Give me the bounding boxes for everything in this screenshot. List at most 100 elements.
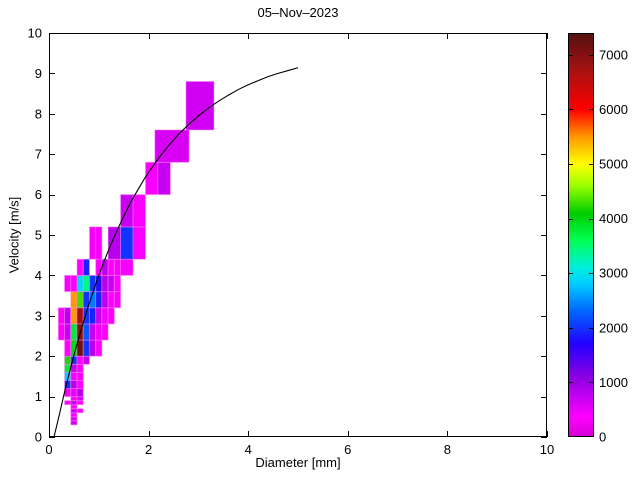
heatmap-cell [70, 420, 78, 426]
heatmap-cell [120, 226, 134, 260]
heatmap-cell [154, 129, 190, 163]
heatmap-cell [64, 307, 72, 325]
colorbar-tick-label: 3000 [599, 266, 628, 281]
colorbar-tick-label: 1000 [599, 375, 628, 390]
colorbar-tick-label: 7000 [599, 47, 628, 62]
heatmap-cell [113, 274, 122, 293]
heatmap-cell [70, 388, 78, 398]
y-axis-label: Velocity [m/s] [6, 196, 22, 274]
heatmap-cell [70, 379, 78, 390]
heatmap-cell [76, 371, 84, 381]
heatmap-cell [88, 323, 97, 341]
heatmap-cell [76, 400, 84, 406]
heatmap-cell [70, 291, 78, 309]
colorbar-tick-label: 6000 [599, 102, 628, 117]
heatmap-cell [157, 161, 171, 196]
heatmap-cell [95, 226, 103, 260]
heatmap-cell [70, 371, 78, 381]
heatmap-cell [107, 307, 115, 325]
heatmap-cell [88, 226, 97, 260]
heatmap-cell [107, 274, 115, 293]
heatmap-cell [95, 339, 103, 357]
heatmap-cell [76, 379, 84, 390]
heatmap-cell [57, 323, 66, 341]
x-axis-label: Diameter [mm] [255, 455, 341, 470]
y-tick-label: 2 [35, 349, 42, 364]
heatmap-cell [95, 323, 103, 341]
colorbar: 0 1000 2000 3000 4000 5000 6000 7000 [568, 33, 628, 445]
y-tick-label: 10 [28, 26, 42, 41]
y-tick-label: 4 [35, 268, 42, 283]
heatmap-cell [95, 274, 103, 293]
heatmap-cell [76, 363, 84, 373]
y-tick-label: 1 [35, 389, 42, 404]
heatmap-cell [113, 258, 122, 276]
heatmap-cell [101, 274, 109, 293]
heatmap-cell [95, 291, 103, 309]
heatmap-cell [88, 339, 97, 357]
heatmap-cell [132, 226, 146, 260]
x-tick-label: 10 [540, 442, 554, 457]
x-tick-label: 2 [145, 442, 152, 457]
x-tick-label: 4 [245, 442, 252, 457]
y-tick-label: 0 [35, 430, 42, 445]
heatmap-cell [88, 307, 97, 325]
heatmap-cell [107, 258, 115, 276]
heatmap-cell [70, 400, 78, 406]
heatmap-cell [70, 274, 78, 293]
heatmap-cell [113, 291, 122, 309]
colorbar-tick-label: 4000 [599, 211, 628, 226]
heatmap-cell [101, 258, 109, 276]
heatmap-cell [120, 258, 134, 276]
heatmap-cell [101, 291, 109, 309]
heatmap-cell [82, 339, 90, 357]
heatmap-cell [76, 291, 84, 309]
heatmap-cell [101, 323, 109, 341]
heatmap-cell [70, 307, 78, 325]
heatmap-cell [101, 307, 109, 325]
y-tick-label: 3 [35, 308, 42, 323]
heatmap-cell [88, 274, 97, 293]
x-tick-label: 6 [344, 442, 351, 457]
heatmap-cell [76, 258, 84, 276]
plot-area: 0 2 4 6 8 10 0 1 2 3 4 5 6 7 8 9 10 [28, 26, 555, 458]
heatmap-cell [107, 291, 115, 309]
heatmap-cell [76, 274, 84, 293]
heatmap-cell [95, 307, 103, 325]
heatmap-cell [82, 355, 90, 365]
heatmap-cell [70, 323, 78, 341]
heatmap-cell [70, 396, 78, 402]
heatmap-cell [64, 339, 72, 357]
heatmap-cell [82, 323, 90, 341]
heatmap-cell [70, 416, 78, 422]
terminal-velocity-curve [53, 67, 299, 438]
heatmap-cell [76, 307, 84, 325]
heatmap-cell [132, 194, 146, 228]
heatmap-cell [70, 412, 78, 418]
heatmap-cell [95, 258, 103, 276]
heatmap-cell [76, 408, 84, 414]
heatmap-cell [82, 274, 90, 293]
axes-frame [49, 33, 548, 438]
heatmap-cell [70, 408, 78, 414]
chart-title: 05–Nov–2023 [257, 5, 339, 20]
heatmap-cell [76, 388, 84, 398]
colorbar-tick-label: 0 [599, 430, 606, 445]
x-tick-label: 8 [444, 442, 451, 457]
heatmap-cell [82, 258, 90, 276]
colorbar-tick-label: 5000 [599, 157, 628, 172]
heatmap-cells-layer [57, 80, 215, 426]
heatmap-cell [76, 396, 84, 402]
heatmap-cell [64, 400, 72, 406]
x-tick-label: 0 [45, 442, 52, 457]
heatmap-cell [70, 404, 78, 410]
y-tick-label: 5 [35, 228, 42, 243]
heatmap-cell [64, 323, 72, 341]
heatmap-cell [185, 80, 215, 131]
y-tick-label: 7 [35, 147, 42, 162]
y-tick-label: 9 [35, 66, 42, 81]
heatmap-cell [64, 355, 72, 365]
heatmap-cell [107, 226, 122, 260]
y-tick-label: 8 [35, 106, 42, 121]
colorbar-tick-label: 2000 [599, 320, 628, 335]
